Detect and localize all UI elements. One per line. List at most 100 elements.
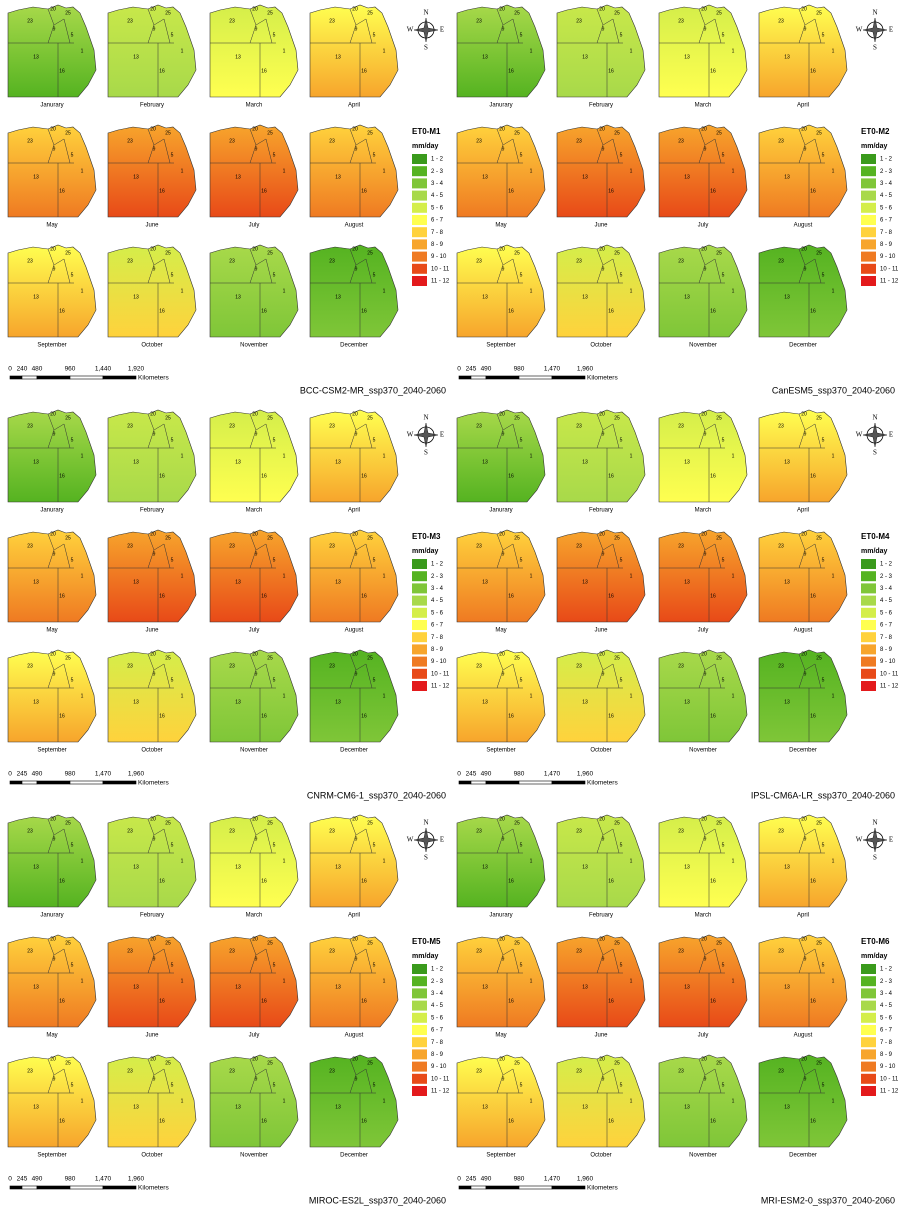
- month-map: 2025239131615March: [210, 815, 298, 919]
- region-label: 23: [27, 138, 33, 144]
- region-label: 9: [804, 551, 807, 557]
- region-label: 25: [267, 655, 273, 661]
- region-label: 16: [710, 188, 716, 194]
- legend-label: 11 - 12: [431, 279, 450, 285]
- legend-label: 3 - 4: [880, 586, 893, 592]
- region-label: 20: [50, 1056, 56, 1062]
- scale-label: 245: [17, 771, 28, 778]
- scale-label: 245: [466, 1176, 477, 1183]
- region-label: 16: [59, 473, 65, 479]
- region-label: 1: [832, 168, 835, 174]
- region-label: 20: [352, 531, 358, 537]
- month-label: August: [345, 628, 364, 634]
- region-label: 13: [482, 699, 488, 705]
- compass-s: S: [424, 449, 428, 457]
- legend-swatch: [412, 203, 427, 213]
- region-label: 20: [701, 816, 707, 822]
- region-label: 5: [171, 557, 174, 563]
- region-label: 20: [801, 651, 807, 657]
- panel: 2025239131615Janurary2025239131615Februa…: [8, 815, 450, 1205]
- region-label: 5: [273, 842, 276, 848]
- region-label: 25: [267, 940, 273, 946]
- region-label: 9: [355, 266, 358, 272]
- compass-n: N: [872, 414, 877, 422]
- scale-label: 0: [8, 1176, 12, 1183]
- region-label: 20: [50, 816, 56, 822]
- compass-star: [863, 423, 887, 447]
- region-label: 25: [716, 655, 722, 661]
- region-label: 16: [261, 593, 267, 599]
- region-label: 9: [804, 431, 807, 437]
- region-label: 5: [273, 677, 276, 683]
- month-map: 2025239131615April: [759, 5, 847, 109]
- region-label: 25: [367, 820, 373, 826]
- region-label: 5: [722, 437, 725, 443]
- region-label: 9: [355, 1076, 358, 1082]
- scale-label: 0: [457, 366, 461, 373]
- region-label: 25: [816, 940, 822, 946]
- month-map: 2025239131615April: [310, 410, 398, 514]
- legend-swatch: [861, 227, 876, 237]
- region-label: 23: [229, 948, 235, 954]
- region-label: 23: [678, 258, 684, 264]
- legend-label: 7 - 8: [431, 1040, 444, 1046]
- scale-segment: [70, 376, 103, 379]
- legend-swatch: [412, 166, 427, 176]
- region-label: 13: [33, 54, 39, 60]
- legend-label: 1 - 2: [431, 562, 444, 568]
- compass-e: E: [889, 431, 893, 439]
- legend-swatch: [861, 154, 876, 164]
- month-label: May: [46, 628, 57, 634]
- compass-n: N: [423, 414, 428, 422]
- month-map: 2025239131615September: [8, 245, 96, 349]
- legend-label: 2 - 3: [431, 169, 444, 175]
- month-map: 2025239131615August: [759, 935, 847, 1039]
- region-label: 23: [127, 258, 133, 264]
- region-label: 16: [810, 188, 816, 194]
- region-label: 13: [784, 1104, 790, 1110]
- scale-label: 245: [466, 771, 477, 778]
- month-label: February: [589, 913, 613, 919]
- legend-swatch: [412, 988, 427, 998]
- region-label: 9: [53, 146, 56, 152]
- region-label: 16: [710, 68, 716, 74]
- compass-star: [414, 828, 438, 852]
- month-label: July: [249, 628, 260, 634]
- region-label: 13: [482, 579, 488, 585]
- month-map: 2025239131615October: [557, 1055, 645, 1159]
- scale-label: 245: [17, 1176, 28, 1183]
- legend-label: 2 - 3: [880, 979, 893, 985]
- panel-title: IPSL-CM6A-LR_ssp370_2040-2060: [751, 790, 895, 800]
- region-label: 5: [822, 152, 825, 158]
- region-label: 25: [716, 820, 722, 826]
- region-label: 5: [373, 842, 376, 848]
- legend-swatch: [412, 239, 427, 249]
- region-label: 25: [367, 415, 373, 421]
- month-label: Janurary: [489, 508, 512, 514]
- region-label: 1: [832, 693, 835, 699]
- month-label: September: [486, 343, 515, 349]
- month-map: 2025239131615November: [659, 650, 747, 754]
- region-label: 16: [810, 998, 816, 1004]
- legend-label: 9 - 10: [431, 659, 447, 665]
- legend-label: 3 - 4: [431, 586, 444, 592]
- region-label: 20: [50, 936, 56, 942]
- region-label: 23: [678, 663, 684, 669]
- region-label: 13: [335, 579, 341, 585]
- region-label: 23: [229, 828, 235, 834]
- legend-swatch: [412, 644, 427, 654]
- region-label: 16: [261, 68, 267, 74]
- region-label: 9: [704, 671, 707, 677]
- legend-label: 11 - 12: [431, 1089, 450, 1095]
- region-label: 16: [59, 68, 65, 74]
- month-label: September: [37, 343, 66, 349]
- legend-label: 2 - 3: [880, 169, 893, 175]
- compass-e: E: [889, 836, 893, 844]
- scale-label: 1,960: [577, 771, 594, 778]
- month-label: April: [348, 913, 360, 919]
- region-label: 5: [520, 152, 523, 158]
- region-label: 23: [127, 948, 133, 954]
- legend-swatch: [861, 1062, 876, 1072]
- region-label: 23: [329, 948, 335, 954]
